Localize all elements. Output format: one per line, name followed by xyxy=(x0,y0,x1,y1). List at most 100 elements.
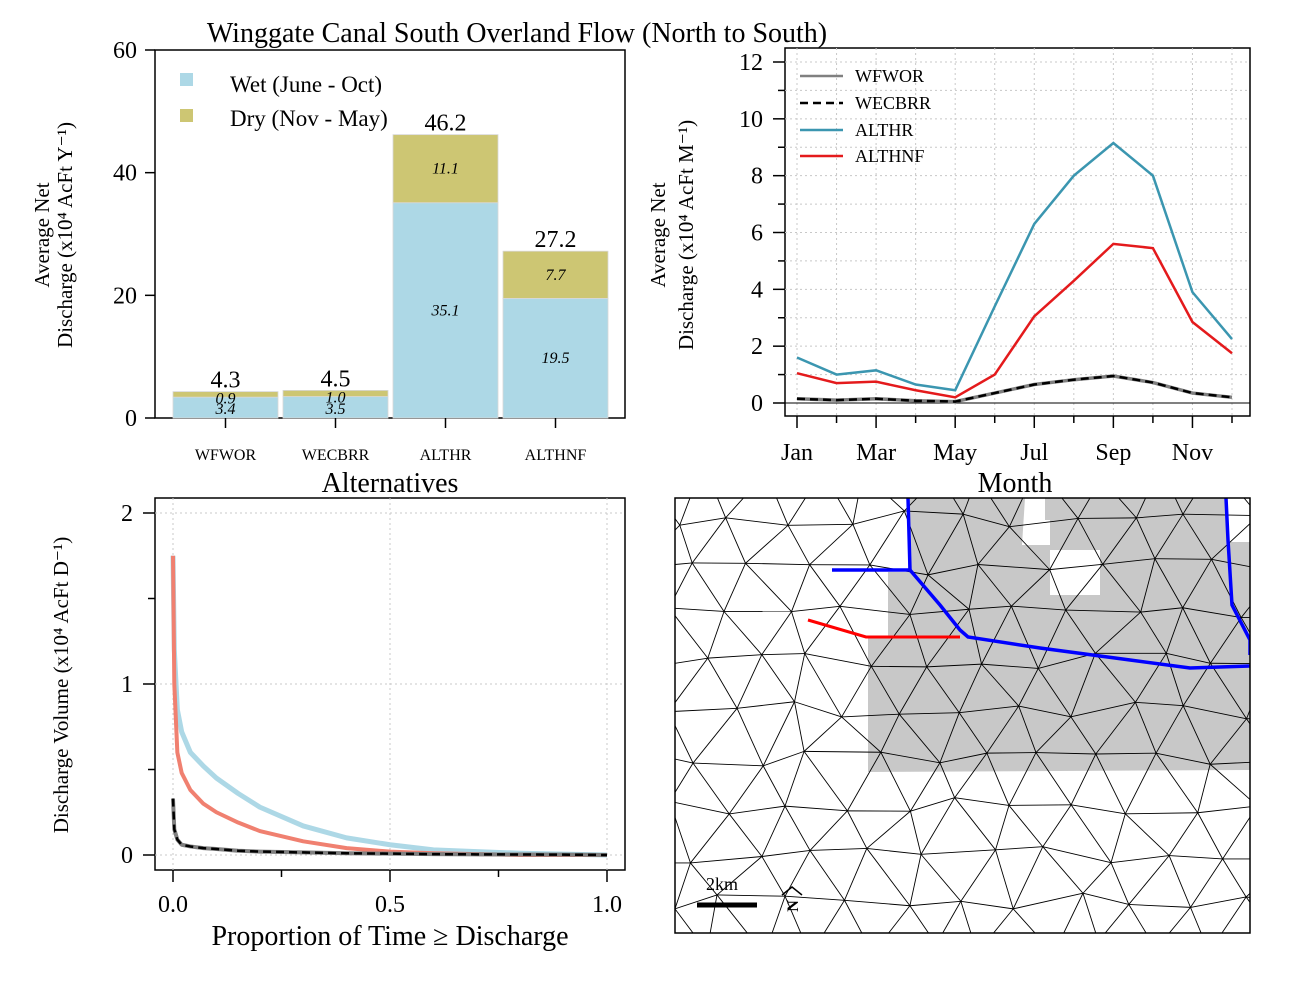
mesh-edge xyxy=(693,762,764,767)
mesh-edge xyxy=(675,607,725,612)
mesh-edge xyxy=(839,564,871,607)
mesh-edge xyxy=(1259,516,1300,521)
mesh-edge xyxy=(1221,896,1247,933)
mesh-edge xyxy=(841,713,900,718)
mesh-edge xyxy=(1211,522,1250,560)
mesh-edge xyxy=(952,498,964,515)
mesh-edge xyxy=(1102,558,1155,565)
mesh-edge xyxy=(960,900,1014,910)
mesh-edge xyxy=(761,850,811,857)
mesh-edge xyxy=(794,701,805,752)
duration-grid xyxy=(155,498,625,870)
bar-y-axis-title-line2: Discharge (x10⁴ AcFt Y⁻¹) xyxy=(53,122,77,348)
mesh-edge xyxy=(1011,605,1066,611)
mesh-edge xyxy=(1128,855,1170,905)
mesh-edge xyxy=(728,765,764,815)
bar-x-tick-label: WFWOR xyxy=(195,447,257,464)
monthly-axes: 0 2 4 6 8 10 12 Jan Mar May Jul Sep Nov xyxy=(739,50,1233,466)
mesh-edge xyxy=(909,574,929,615)
canal-red-segment xyxy=(807,618,960,639)
monthly-x-tick-label: Jul xyxy=(1020,440,1048,466)
mesh-edge xyxy=(1010,605,1039,669)
mesh-edge xyxy=(1070,653,1096,717)
mesh-edge xyxy=(1268,618,1300,664)
monthly-y-tick-label: 12 xyxy=(739,50,763,76)
mesh-edge xyxy=(675,801,730,815)
mesh-edge xyxy=(761,654,795,703)
duration-y-tick-label: 0 xyxy=(121,843,133,869)
duration-x-tick-label: 1.0 xyxy=(592,892,622,918)
mesh-edge xyxy=(639,608,669,669)
mesh-edge xyxy=(1165,607,1184,654)
mesh-edge xyxy=(1275,758,1300,761)
mesh-edge xyxy=(977,564,1050,571)
mesh-edge xyxy=(909,608,970,615)
mesh-edge xyxy=(977,526,1010,565)
mesh-edge xyxy=(1168,812,1199,856)
mesh-edge xyxy=(1012,908,1036,933)
mesh-edge xyxy=(690,856,762,864)
mesh-edge xyxy=(1182,705,1211,765)
mesh-edge xyxy=(1098,941,1142,997)
mesh-edge xyxy=(1054,941,1099,954)
mesh-edge xyxy=(632,712,669,750)
mesh-edge xyxy=(1136,513,1183,519)
mesh-edge xyxy=(690,813,730,864)
mesh-edge xyxy=(804,653,872,667)
mesh-edge xyxy=(1054,954,1074,1000)
mesh-edge xyxy=(1182,513,1212,560)
mesh-edge xyxy=(841,716,882,753)
duration-x-axis-title: Proportion of Time ≥ Discharge xyxy=(211,921,568,952)
mesh-edge xyxy=(1063,893,1084,933)
mesh-edge xyxy=(691,562,725,612)
monthly-series xyxy=(796,141,1233,404)
duration-curve-althr xyxy=(170,555,608,858)
monthly-y-tick-label: 0 xyxy=(751,391,763,417)
mesh-edge xyxy=(1210,761,1250,765)
mesh-edge xyxy=(958,663,982,713)
mesh-edge xyxy=(716,498,727,518)
mesh-edge xyxy=(1277,567,1300,572)
mesh-edge xyxy=(873,954,894,994)
mesh-edge xyxy=(1013,892,1084,910)
mesh-edge xyxy=(1183,705,1247,720)
mesh-edge xyxy=(736,654,763,709)
mesh-edge xyxy=(1286,905,1300,952)
mesh-edge xyxy=(675,657,709,704)
mesh-edge xyxy=(866,848,911,907)
mesh-edge xyxy=(1110,862,1130,905)
mesh-edge xyxy=(675,524,681,531)
mesh-edge xyxy=(764,955,790,991)
monthly-x-tick-label: Mar xyxy=(856,440,896,466)
mesh-edge xyxy=(1182,513,1250,516)
mesh-edge xyxy=(959,705,1019,714)
mesh-edge xyxy=(1286,811,1300,859)
mesh-edge xyxy=(675,862,691,909)
mesh-edge xyxy=(869,510,905,566)
mesh-edge xyxy=(1018,668,1039,707)
north-arrow-icon: N xyxy=(781,886,803,912)
mesh-edge xyxy=(962,498,970,515)
mesh-edge xyxy=(675,562,693,598)
mesh-edge xyxy=(939,762,956,798)
mesh-edge xyxy=(936,944,966,994)
mesh-edge xyxy=(909,614,928,668)
mesh-edge xyxy=(1182,607,1211,664)
bar-segment-label: 3.4 xyxy=(215,401,236,418)
mesh-edge xyxy=(692,708,738,764)
mesh-edge xyxy=(920,797,956,855)
mesh-edge xyxy=(803,716,842,752)
mesh-edge xyxy=(809,564,841,607)
mesh-edge xyxy=(791,611,806,654)
mesh-edge xyxy=(1240,617,1250,634)
mesh-edge xyxy=(791,605,840,613)
mesh-edge xyxy=(1070,716,1097,755)
mesh-edge xyxy=(909,905,930,933)
bar-x-axis-title: Alternatives xyxy=(322,468,459,499)
mesh-edge xyxy=(986,752,1010,806)
mesh-edge xyxy=(939,475,977,477)
mesh-edge xyxy=(707,951,765,954)
bar-legend: Wet (June - Oct) Dry (Nov - May) xyxy=(180,72,388,131)
mesh-edge xyxy=(839,606,872,667)
mesh-edge xyxy=(870,614,911,667)
